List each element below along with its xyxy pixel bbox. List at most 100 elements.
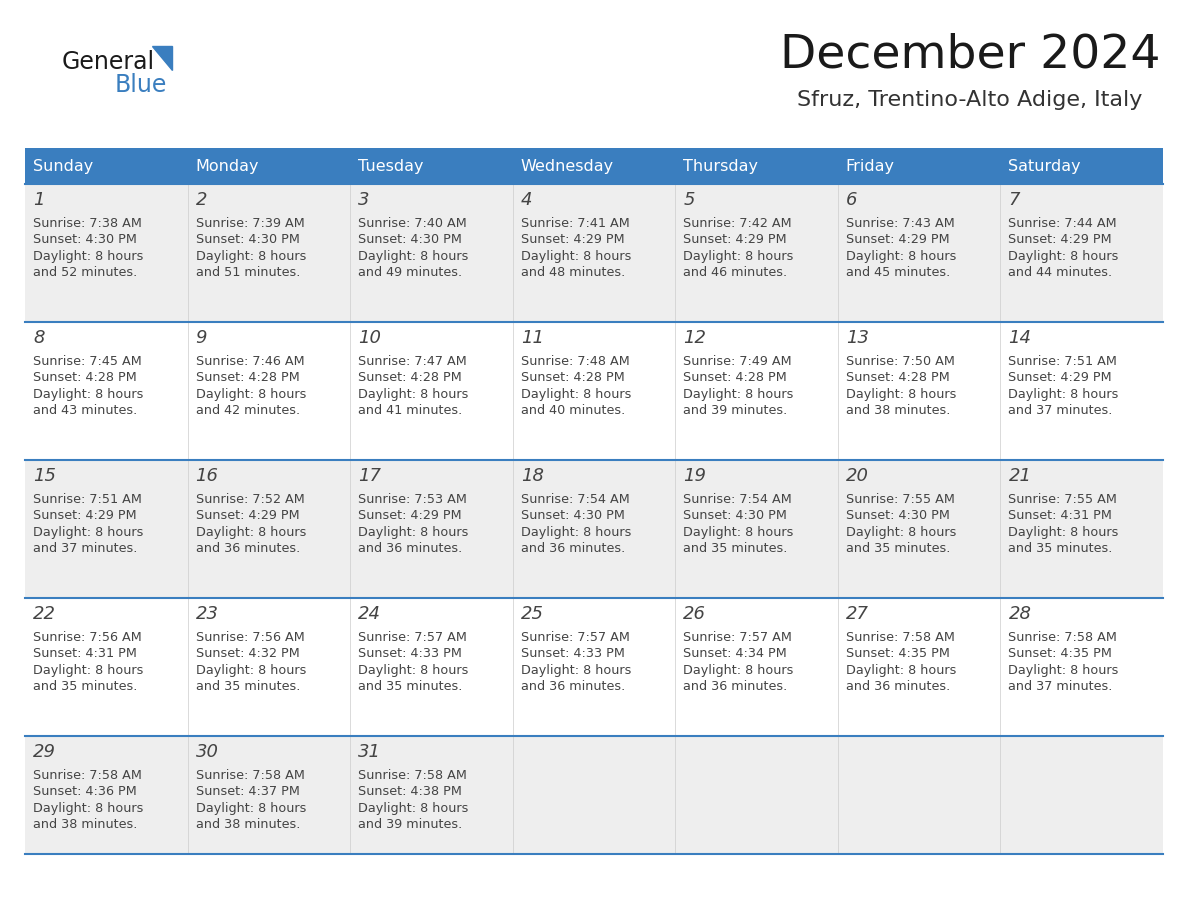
Text: and 36 minutes.: and 36 minutes. [358,543,462,555]
Text: 27: 27 [846,605,868,623]
Text: and 36 minutes.: and 36 minutes. [196,543,299,555]
Text: and 35 minutes.: and 35 minutes. [196,680,299,693]
Text: Sunrise: 7:42 AM: Sunrise: 7:42 AM [683,217,792,230]
Text: Daylight: 8 hours: Daylight: 8 hours [1009,526,1119,539]
Text: 28: 28 [1009,605,1031,623]
Text: Sunrise: 7:46 AM: Sunrise: 7:46 AM [196,354,304,367]
Text: and 40 minutes.: and 40 minutes. [520,404,625,417]
Text: 23: 23 [196,605,219,623]
Text: Sunset: 4:28 PM: Sunset: 4:28 PM [196,371,299,384]
Bar [513,322,675,460]
Text: Sunrise: 7:56 AM: Sunrise: 7:56 AM [33,631,141,644]
Text: Sunrise: 7:47 AM: Sunrise: 7:47 AM [358,354,467,367]
Text: Sunset: 4:28 PM: Sunset: 4:28 PM [683,371,786,384]
Text: Sunset: 4:29 PM: Sunset: 4:29 PM [33,509,137,522]
Text: 22: 22 [33,605,56,623]
Text: Sunset: 4:35 PM: Sunset: 4:35 PM [846,647,949,660]
Text: Daylight: 8 hours: Daylight: 8 hours [1009,387,1119,400]
Text: Sunrise: 7:43 AM: Sunrise: 7:43 AM [846,217,955,230]
Text: 11: 11 [520,329,544,347]
Text: 1: 1 [33,191,44,209]
Bar [513,598,675,736]
Text: Sunrise: 7:58 AM: Sunrise: 7:58 AM [358,768,467,781]
Text: Sunrise: 7:55 AM: Sunrise: 7:55 AM [1009,493,1117,506]
Bar [675,598,838,736]
Text: Sunset: 4:28 PM: Sunset: 4:28 PM [846,371,949,384]
Bar [1000,184,1163,322]
Text: Sunrise: 7:58 AM: Sunrise: 7:58 AM [846,631,955,644]
Text: Sunset: 4:34 PM: Sunset: 4:34 PM [683,647,786,660]
Bar [350,460,513,598]
Bar [350,598,513,736]
Text: Sunrise: 7:58 AM: Sunrise: 7:58 AM [1009,631,1117,644]
Text: Sunday: Sunday [33,159,93,174]
Text: 4: 4 [520,191,532,209]
Bar [675,736,838,854]
Text: Daylight: 8 hours: Daylight: 8 hours [1009,664,1119,677]
Bar [25,148,188,184]
Text: Sfruz, Trentino-Alto Adige, Italy: Sfruz, Trentino-Alto Adige, Italy [797,90,1143,110]
Text: 21: 21 [1009,467,1031,485]
Text: Daylight: 8 hours: Daylight: 8 hours [33,664,144,677]
Text: 31: 31 [358,743,381,761]
Text: Sunrise: 7:52 AM: Sunrise: 7:52 AM [196,493,304,506]
Bar [513,184,675,322]
Text: Daylight: 8 hours: Daylight: 8 hours [846,250,956,263]
Text: Sunrise: 7:54 AM: Sunrise: 7:54 AM [520,493,630,506]
Text: Sunset: 4:30 PM: Sunset: 4:30 PM [33,233,137,246]
Text: and 46 minutes.: and 46 minutes. [683,266,788,279]
Bar [25,322,188,460]
Bar [25,460,188,598]
Bar [838,598,1000,736]
Text: and 38 minutes.: and 38 minutes. [846,404,950,417]
Text: Daylight: 8 hours: Daylight: 8 hours [358,801,468,814]
Text: 19: 19 [683,467,707,485]
Text: Sunrise: 7:51 AM: Sunrise: 7:51 AM [33,493,141,506]
Text: Sunset: 4:38 PM: Sunset: 4:38 PM [358,785,462,798]
Bar [838,322,1000,460]
Text: Sunset: 4:30 PM: Sunset: 4:30 PM [196,233,299,246]
Text: Sunrise: 7:50 AM: Sunrise: 7:50 AM [846,354,955,367]
Text: Sunrise: 7:48 AM: Sunrise: 7:48 AM [520,354,630,367]
Text: Daylight: 8 hours: Daylight: 8 hours [683,526,794,539]
Text: 8: 8 [33,329,44,347]
Text: 10: 10 [358,329,381,347]
Text: Sunset: 4:29 PM: Sunset: 4:29 PM [846,233,949,246]
Bar [25,598,188,736]
Text: Sunset: 4:36 PM: Sunset: 4:36 PM [33,785,137,798]
Text: and 39 minutes.: and 39 minutes. [683,404,788,417]
Text: Sunrise: 7:39 AM: Sunrise: 7:39 AM [196,217,304,230]
Text: Sunset: 4:29 PM: Sunset: 4:29 PM [358,509,462,522]
Text: Monday: Monday [196,159,259,174]
Bar [188,148,350,184]
Text: Daylight: 8 hours: Daylight: 8 hours [520,387,631,400]
Text: Daylight: 8 hours: Daylight: 8 hours [196,801,307,814]
Text: and 35 minutes.: and 35 minutes. [33,680,138,693]
Text: Sunset: 4:30 PM: Sunset: 4:30 PM [358,233,462,246]
Text: Daylight: 8 hours: Daylight: 8 hours [196,387,307,400]
Text: 20: 20 [846,467,868,485]
Text: Sunrise: 7:57 AM: Sunrise: 7:57 AM [683,631,792,644]
Text: Sunset: 4:29 PM: Sunset: 4:29 PM [520,233,625,246]
Bar [675,322,838,460]
Text: Thursday: Thursday [683,159,758,174]
Text: Daylight: 8 hours: Daylight: 8 hours [33,526,144,539]
Bar [1000,460,1163,598]
Text: Daylight: 8 hours: Daylight: 8 hours [846,387,956,400]
Bar [350,148,513,184]
Text: 18: 18 [520,467,544,485]
Text: Sunset: 4:37 PM: Sunset: 4:37 PM [196,785,299,798]
Bar [188,460,350,598]
Text: Sunrise: 7:57 AM: Sunrise: 7:57 AM [358,631,467,644]
Text: Daylight: 8 hours: Daylight: 8 hours [846,664,956,677]
Text: Sunset: 4:31 PM: Sunset: 4:31 PM [33,647,137,660]
Bar [188,184,350,322]
Text: Saturday: Saturday [1009,159,1081,174]
Text: Sunset: 4:28 PM: Sunset: 4:28 PM [520,371,625,384]
Text: 17: 17 [358,467,381,485]
Bar [1000,736,1163,854]
Text: 9: 9 [196,329,207,347]
Text: and 35 minutes.: and 35 minutes. [846,543,950,555]
Text: 5: 5 [683,191,695,209]
Text: Daylight: 8 hours: Daylight: 8 hours [33,250,144,263]
